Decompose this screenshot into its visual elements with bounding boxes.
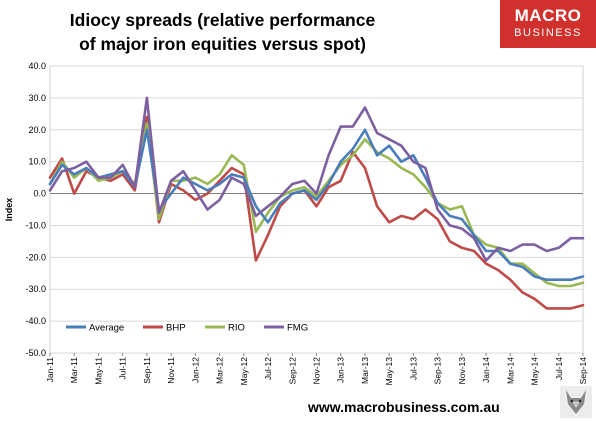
y-tick-label: -40.0 bbox=[25, 316, 46, 326]
x-tick-label: May-11 bbox=[93, 357, 103, 385]
chart-title: Idiocy spreads (relative performance of … bbox=[0, 8, 445, 56]
legend-item-fmg: FMG bbox=[264, 323, 308, 334]
x-tick-label: May-13 bbox=[384, 357, 394, 386]
y-tick-label: 10.0 bbox=[28, 157, 46, 167]
x-tick-label: Sep-11 bbox=[142, 357, 152, 384]
x-tick-label: May-12 bbox=[239, 357, 249, 386]
macrobusiness-logo: MACRO BUSINESS bbox=[500, 0, 596, 48]
wolf-mascot-icon bbox=[560, 386, 592, 418]
x-tick-label: Sep-13 bbox=[433, 357, 443, 385]
x-tick-label: Mar-11 bbox=[69, 357, 79, 384]
legend-label: FMG bbox=[287, 323, 308, 334]
legend-label: RIO bbox=[228, 323, 245, 334]
x-tick-label: Jul-12 bbox=[263, 357, 273, 380]
legend-label: BHP bbox=[166, 323, 186, 334]
y-tick-label: 0.0 bbox=[33, 189, 46, 199]
chart-title-line2: of major iron equities versus spot) bbox=[79, 34, 366, 54]
x-tick-label: May-14 bbox=[530, 357, 540, 386]
legend-item-rio: RIO bbox=[205, 323, 245, 334]
x-tick-label: Mar-14 bbox=[505, 357, 515, 384]
x-tick-label: Jul-13 bbox=[408, 357, 418, 380]
x-tick-label: Jan-11 bbox=[45, 357, 55, 383]
x-tick-label: Jan-13 bbox=[336, 357, 346, 383]
x-tick-label: Mar-13 bbox=[360, 357, 370, 384]
plot-area bbox=[49, 65, 584, 354]
x-tick-label: Nov-12 bbox=[312, 357, 322, 385]
x-tick-label: Nov-11 bbox=[166, 357, 176, 384]
x-tick-label: Jul-11 bbox=[118, 357, 128, 380]
y-tick-label: 30.0 bbox=[28, 93, 46, 103]
y-tick-label: -50.0 bbox=[25, 348, 46, 358]
x-tick-label: Jul-14 bbox=[554, 357, 564, 380]
chart-title-line1: Idiocy spreads (relative performance bbox=[69, 10, 376, 30]
legend-item-average: Average bbox=[66, 323, 124, 334]
y-axis-title: Index bbox=[4, 198, 14, 222]
y-tick-label: -20.0 bbox=[25, 252, 46, 262]
legend-label: Average bbox=[89, 323, 124, 334]
y-tick-label: -30.0 bbox=[25, 284, 46, 294]
y-tick-label: -10.0 bbox=[25, 220, 46, 230]
x-tick-label: Jan-14 bbox=[481, 357, 491, 383]
logo-line1: MACRO bbox=[514, 6, 582, 25]
logo-line2: BUSINESS bbox=[514, 27, 582, 39]
series-line-fmg bbox=[48, 96, 585, 262]
x-tick-label: Nov-13 bbox=[457, 357, 467, 385]
x-tick-label: Mar-12 bbox=[215, 357, 225, 384]
x-tick-label: Sep-14 bbox=[578, 357, 588, 385]
y-tick-label: 40.0 bbox=[28, 61, 46, 71]
y-tick-label: 20.0 bbox=[28, 125, 46, 135]
legend-item-bhp: BHP bbox=[143, 323, 186, 334]
x-tick-label: Sep-12 bbox=[287, 357, 297, 385]
footer-url: www.macrobusiness.com.au bbox=[308, 399, 500, 415]
x-tick-label: Jan-12 bbox=[190, 357, 200, 383]
